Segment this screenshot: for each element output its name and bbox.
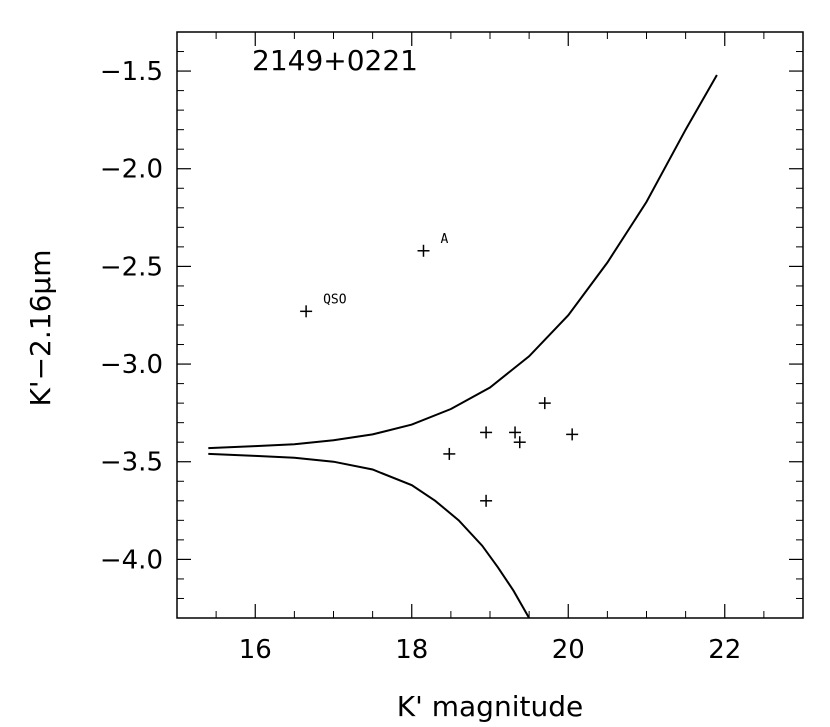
y-tick-label: −3.0: [100, 350, 163, 380]
points-layer: QSO A: [300, 232, 579, 507]
data-point-label: A: [440, 232, 448, 247]
plot-frame: [176, 31, 804, 619]
data-point: [509, 426, 522, 439]
data-point: [566, 428, 579, 441]
y-tick-label: −1.5: [100, 57, 163, 87]
ticks-layer: 16 18 20 22 −1.5 −2.0 −2.5 −3.0 −3.5 −4.0: [100, 31, 804, 665]
x-tick-label: 20: [552, 635, 585, 665]
x-tick-label: 22: [708, 635, 741, 665]
data-point: [480, 494, 493, 507]
y-tick-label: −2.5: [100, 252, 163, 282]
data-point: [417, 244, 430, 257]
data-point: [538, 397, 551, 410]
data-point: [443, 447, 456, 460]
x-tick-label: 18: [395, 635, 428, 665]
envelope-curve-lower: [208, 452, 530, 619]
y-tick-label: −3.5: [100, 448, 163, 478]
data-point: [513, 436, 526, 449]
envelope-curve-upper: [208, 74, 718, 450]
x-tick-label: 16: [239, 635, 272, 665]
data-point-label: QSO: [323, 292, 347, 307]
chart-title: 2149+0221: [252, 44, 418, 77]
curves-layer: [208, 74, 718, 619]
data-point: [300, 305, 313, 318]
y-tick-label: −4.0: [100, 545, 163, 575]
y-axis-title: K'−2.16μm: [24, 250, 57, 407]
x-axis-title: K' magnitude: [397, 690, 583, 723]
y-tick-label: −2.0: [100, 155, 163, 185]
data-point: [480, 426, 493, 439]
